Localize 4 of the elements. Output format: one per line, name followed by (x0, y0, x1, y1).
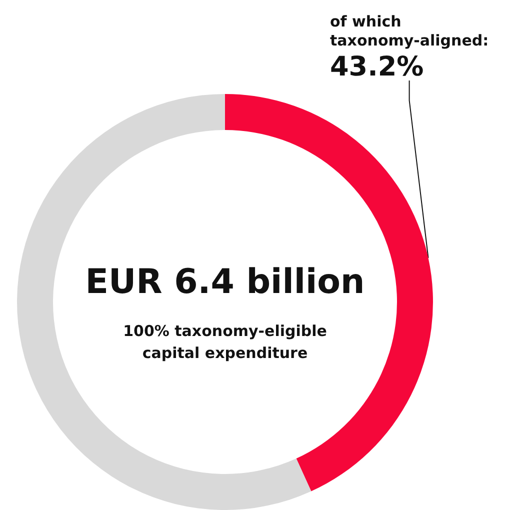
data-label: 43.2% (330, 52, 424, 82)
text: 100% taxonomy-eligible capital expenditure (123, 322, 327, 362)
text: EUR 6.4 billion (85, 262, 365, 302)
text: of which taxonomy-aligned: (330, 12, 489, 50)
